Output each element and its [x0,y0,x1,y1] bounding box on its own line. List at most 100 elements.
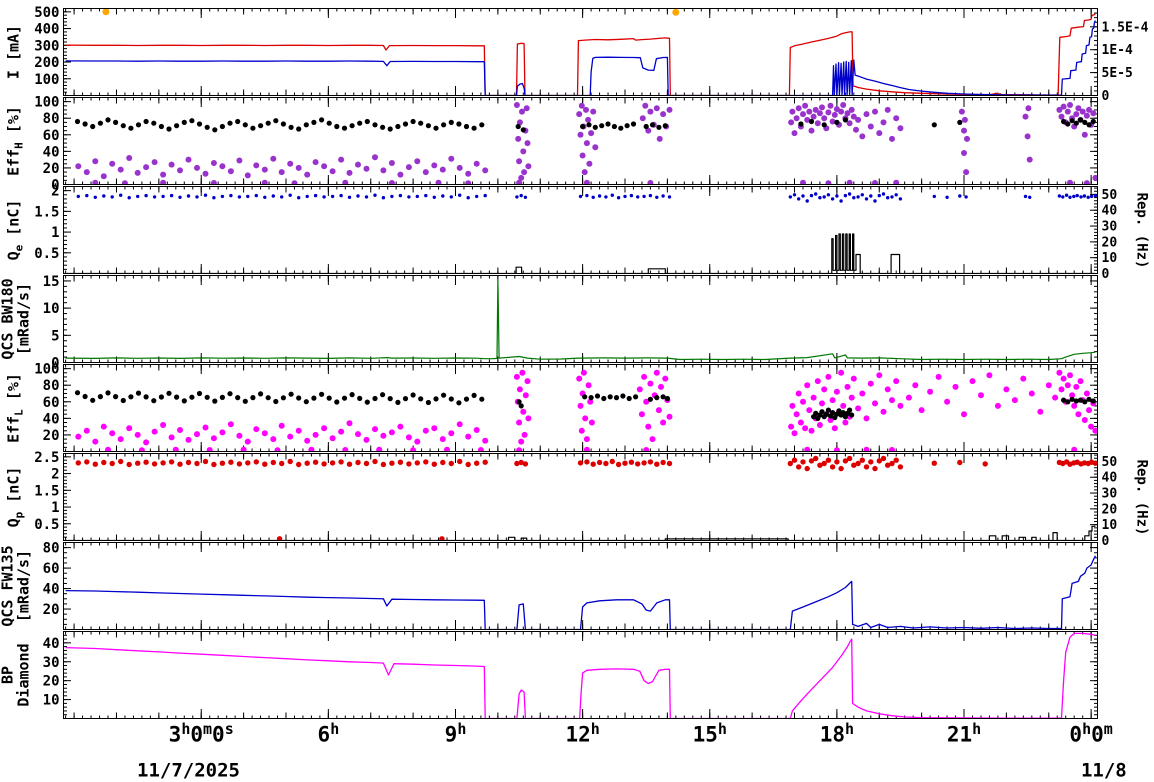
right-tick-label: 50 [1102,188,1118,203]
y-tick-label: 200 [34,55,59,71]
y-tick-label: 5 [51,328,59,344]
series-ler-current-blue [65,20,1096,95]
y-tick-label: 2.5 [34,450,59,466]
y-tick-label: 1.5 [34,483,59,499]
right-tick-label: 0 [1102,267,1110,282]
y-axis-title: Qe [nC] [5,200,26,261]
y-tick-label: 0.5 [34,246,59,262]
panel-qcs-fw135: 20 40 60 80 QCS FW135[mRad/s] [0,541,1098,630]
y-tick-label: 1 [51,225,59,241]
series-qcs-bw180-green [65,278,1096,361]
right-axis-title: Rep. (Hz) [1134,460,1150,536]
y-tick-label: 2 [51,184,59,200]
tick-marks [63,97,1098,185]
y-tick-label: 100 [34,72,59,88]
right-tick-label: 40 [1102,471,1118,486]
right-tick-label: 10 [1102,251,1118,266]
y-tick-label: 2 [51,467,59,483]
y-tick-label: 80 [43,378,60,394]
y-axis-title: BP [0,666,17,684]
panel-frame [63,97,1098,185]
x-time-label: 9h [445,720,467,747]
right-tick-label: 5E-5 [1102,66,1133,81]
series-layer [64,192,1097,273]
series-bp-diamond-magenta [65,632,1096,718]
series-layer [65,632,1096,718]
series-event-markers-orange [102,9,680,16]
right-tick-label: 20 [1102,235,1118,250]
right-tick-label: 1.5E-4 [1102,20,1149,35]
y-tick-label: 40 [43,636,60,652]
y-tick-label: 0.5 [34,517,59,533]
right-tick-label: 10 [1102,518,1118,533]
y-tick-label: 0 [51,178,59,194]
right-tick-label: 30 [1102,220,1118,235]
tick-marks [63,364,1098,452]
series-layer [74,369,1097,451]
right-tick-label: 50 [1102,455,1118,470]
y-tick-label: 1.5 [34,204,59,220]
right-axis-title: Rep. (Hz) [1134,193,1150,269]
y-tick-label: 100 [34,362,59,378]
series-qcs-fw135-blue [65,555,1096,629]
y-axis-title: [mRad/s] [15,283,33,355]
right-tick-label: 0 [1102,534,1110,549]
series-qp-charge-red [75,455,1097,540]
series-qp-rep-rate [64,525,1096,540]
series-eff-l-black [74,390,1096,421]
y-tick-label: 60 [43,561,60,577]
panel-frame [63,631,1098,719]
y-tick-label: 300 [34,38,59,54]
y-tick-label: 0 [51,356,59,372]
right-tick-label: 30 [1102,487,1118,502]
y-axis-title: QCS BW180 [0,278,17,359]
y-tick-label: 20 [43,428,60,444]
panel-qcs-bw180: 0 5 10 15 QCS BW180[mRad/s] [0,274,1098,372]
y-axis-title: [mRad/s] [15,550,33,622]
y-tick-label: 20 [43,674,60,690]
y-tick-label: 20 [43,602,60,618]
y-tick-label: 40 [43,144,60,160]
y-tick-label: 20 [43,161,60,177]
date-label: 11/8 [1081,760,1127,782]
y-axis-title: EffH [%] [5,106,26,176]
tick-marks [63,453,1098,541]
x-time-label: 3h0m0s [169,720,234,747]
y-tick-label: 80 [43,541,60,557]
right-tick-label: 20 [1102,502,1118,517]
y-tick-label: 60 [43,128,60,144]
y-tick-label: 30 [43,655,60,671]
tick-marks [63,8,1098,96]
y-tick-label: 400 [34,22,59,38]
right-tick-label: 1E-4 [1102,43,1133,58]
series-layer [74,102,1097,184]
tick-marks [63,542,1098,630]
y-axis-title: I [mA] [5,25,23,79]
panel-frame [63,364,1098,452]
right-tick-label: 0 [1102,89,1110,104]
y-tick-label: 10 [43,301,60,317]
x-time-label: 15h [693,720,727,747]
y-tick-label: 100 [34,95,59,111]
x-time-label: 12h [565,720,599,747]
right-tick-label: 40 [1102,204,1118,219]
series-eff-h-black [74,117,1096,133]
tick-marks [63,631,1098,719]
series-layer [65,9,1096,95]
x-time-label: 18h [820,720,854,747]
series-layer [65,555,1096,629]
panel-frame [63,542,1098,630]
x-time-label: 0h0m [1069,720,1112,747]
y-tick-label: 10 [43,693,60,709]
x-time-label: 6h [318,720,340,747]
y-tick-label: 40 [43,582,60,598]
